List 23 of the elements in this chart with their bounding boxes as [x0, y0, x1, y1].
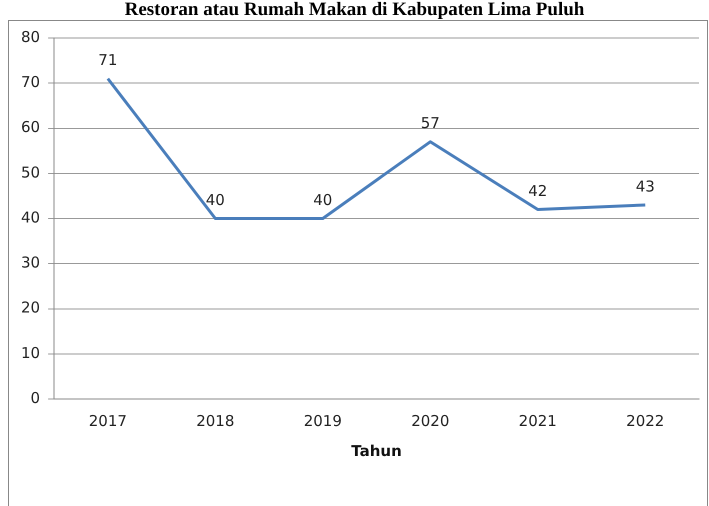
y-tick-label: 30 — [20, 254, 40, 272]
data-label: 57 — [420, 114, 440, 132]
x-tick-label: 2022 — [626, 412, 664, 430]
data-label: 40 — [206, 190, 225, 209]
data-label: 40 — [313, 190, 332, 209]
data-label: 43 — [636, 177, 655, 196]
y-tick-label: 50 — [20, 163, 40, 182]
y-tick-label: 70 — [20, 73, 40, 92]
x-tick-label: 2020 — [411, 412, 450, 430]
chart-title: Restoran atau Rumah Makan di Kabupaten Lima Puluh — [124, 0, 586, 20]
x-tick-label: 2021 — [518, 412, 557, 430]
x-tick-label: 2017 — [88, 412, 127, 430]
x-tick-label: 2018 — [196, 412, 234, 430]
y-tick-label: 0 — [30, 388, 40, 407]
x-axis-title: Tahun — [351, 442, 402, 460]
y-tick-label: 60 — [20, 118, 40, 136]
x-tick-label: 2019 — [304, 412, 342, 430]
y-tick-label: 20 — [20, 298, 40, 317]
y-tick-label: 40 — [20, 208, 40, 226]
data-label: 71 — [98, 51, 118, 70]
y-tick-label: 10 — [20, 344, 40, 362]
data-label: 42 — [528, 182, 548, 200]
y-tick-label: 80 — [20, 28, 40, 46]
